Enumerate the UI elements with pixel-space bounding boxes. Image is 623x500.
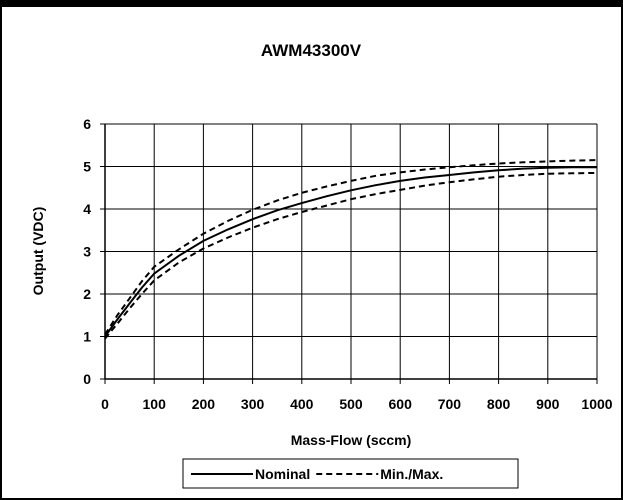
x-tick-label: 200 — [192, 396, 216, 412]
y-tick-label: 3 — [83, 244, 91, 260]
series-line-1 — [104, 166, 597, 338]
legend-label-2: Min./Max. — [380, 466, 443, 482]
x-tick-label: 100 — [143, 396, 167, 412]
x-tick-label: 600 — [389, 396, 413, 412]
legend-items: Nominal Min./Max. — [191, 466, 443, 482]
y-tick-label: 5 — [83, 159, 91, 175]
x-axis-label: Mass-Flow (sccm) — [291, 432, 412, 448]
x-tick-label: 400 — [290, 396, 314, 412]
series-line-3 — [104, 171, 598, 340]
x-tick-label: 900 — [536, 396, 560, 412]
y-tick-label: 0 — [83, 371, 91, 387]
series-line-2 — [104, 159, 598, 335]
x-tick-label: 0 — [101, 396, 109, 412]
legend-label-1: Nominal — [255, 466, 310, 482]
x-tick-label: 300 — [241, 396, 265, 412]
x-tick-label: 800 — [487, 396, 511, 412]
x-tick-label: 500 — [339, 396, 363, 412]
y-tick-label: 4 — [83, 201, 91, 217]
series-layer — [104, 159, 598, 340]
chart-title: AWM43300V — [261, 41, 362, 60]
x-tick-label: 700 — [438, 396, 462, 412]
x-tick-label: 1000 — [581, 396, 612, 412]
y-axis-label: Output (VDC) — [30, 207, 46, 296]
y-tick-label: 1 — [83, 329, 91, 345]
legend: Nominal Min./Max. — [182, 458, 519, 489]
y-tick-label: 2 — [83, 286, 91, 302]
y-tick-label: 6 — [83, 116, 91, 132]
tick-labels: 0 100 200 300 400 500 600 700 800 900 1000 0 1 2 3 4 5 6 — [83, 116, 613, 412]
